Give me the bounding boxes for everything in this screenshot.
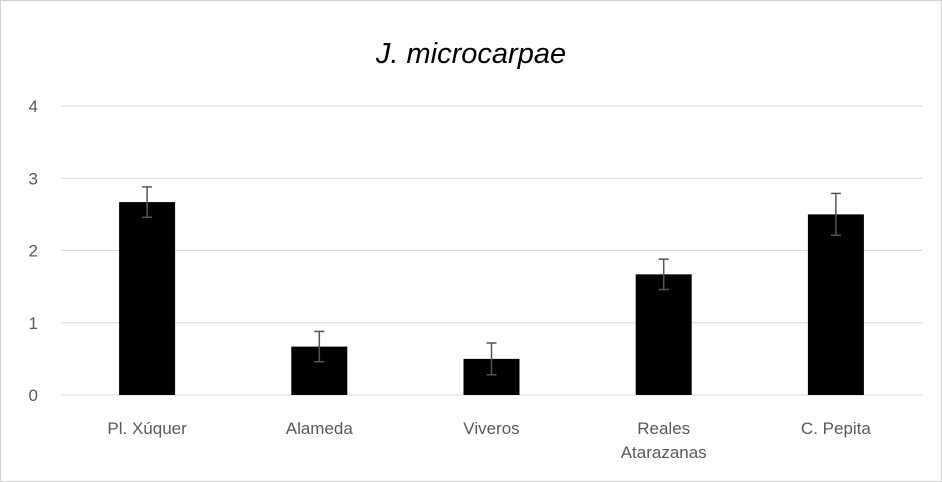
error-bar [314, 330, 325, 363]
error-bars [142, 186, 841, 376]
bar [119, 202, 176, 395]
error-bar [142, 186, 153, 219]
y-axis: 0 1 2 3 4 [29, 97, 38, 405]
y-tick-label: 1 [29, 314, 38, 333]
y-tick-label: 0 [29, 386, 38, 405]
x-axis: Pl. Xúquer Alameda Viveros Reales Atarazanas… [107, 419, 871, 462]
chart-title: J. microcarpae [375, 38, 566, 70]
gridlines [61, 105, 922, 396]
bar [635, 274, 692, 395]
x-tick-label: Pl. Xúquer [107, 419, 187, 438]
error-bar [830, 192, 841, 237]
bar [807, 214, 864, 395]
x-tick-label: Alameda [286, 419, 354, 438]
y-tick-label: 3 [29, 169, 38, 188]
x-tick-label: Viveros [463, 419, 519, 438]
error-bar [486, 342, 497, 376]
bars [119, 202, 864, 395]
x-tick-label: C. Pepita [801, 419, 871, 438]
error-bar [658, 258, 669, 291]
y-tick-label: 2 [29, 242, 38, 261]
y-tick-label: 4 [29, 97, 38, 116]
x-tick-label: Reales Atarazanas [621, 419, 707, 462]
